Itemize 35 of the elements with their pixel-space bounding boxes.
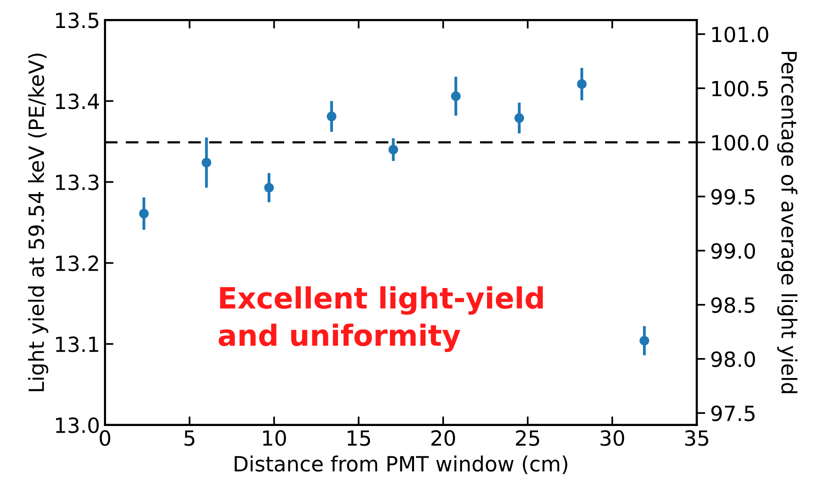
x-tick-label: 0 <box>100 430 110 446</box>
point <box>388 144 398 154</box>
x-tick-label: 15 <box>348 430 370 446</box>
point <box>450 91 461 102</box>
x-tick-label: 20 <box>431 430 456 446</box>
y-tick-label: 13.1 <box>56 336 98 352</box>
y2-tick-label: 98.0 <box>711 351 755 368</box>
x-tick-label: 25 <box>516 430 540 446</box>
x-tick-label: 35 <box>685 430 708 446</box>
point <box>139 208 149 218</box>
y-tick-label: 13.3 <box>56 174 98 190</box>
y2-tick-label: 99.0 <box>711 243 755 259</box>
y-tick-label: 13.2 <box>56 255 98 272</box>
point <box>514 113 524 123</box>
y-tick-label: 13.0 <box>56 417 99 434</box>
annotation: Excellent light-yield and uniformity <box>218 286 543 352</box>
x-axis-title: Distance from PMT window (cm) <box>234 456 568 474</box>
y-tick-label: 13.5 <box>56 12 98 28</box>
point <box>576 79 587 89</box>
point <box>202 158 212 168</box>
y-axis-title: Light yield at 59.54 keV (PE/keV) <box>28 54 48 392</box>
y-tick-label: 13.4 <box>56 93 99 110</box>
y2-tick-label: 99.5 <box>711 188 755 205</box>
point <box>640 336 650 346</box>
y2-tick-label: 100.5 <box>712 80 768 96</box>
y2-tick-label: 100.0 <box>712 134 768 151</box>
point <box>264 182 274 193</box>
y2-tick-label: 98.5 <box>711 297 755 313</box>
x-tick-label: 5 <box>184 430 194 446</box>
y2-tick-label: 101.0 <box>712 26 768 42</box>
x-tick-label: 30 <box>600 430 624 446</box>
point <box>326 112 336 122</box>
x-tick-label: 10 <box>263 430 286 446</box>
y2-axis-title: Percentage of average light yield <box>777 52 798 394</box>
y2-tick-label: 97.5 <box>711 405 755 422</box>
